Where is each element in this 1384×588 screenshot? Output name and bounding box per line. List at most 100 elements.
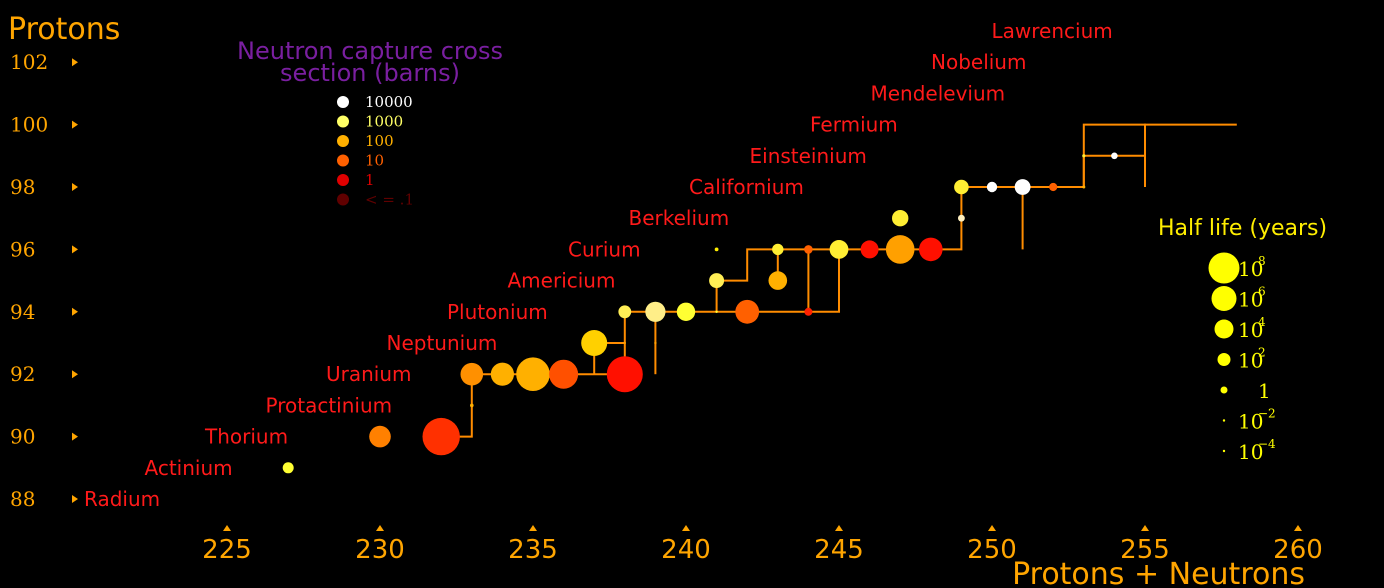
y-tick-mark — [72, 432, 78, 441]
capture-legend-marker — [337, 193, 349, 206]
x-tick-label: 260 — [1273, 535, 1323, 565]
x-tick-label: 225 — [202, 535, 252, 565]
element-label: Thorium — [204, 425, 288, 449]
half-life-legend-exponent: −2 — [1258, 407, 1276, 421]
capture-legend-marker — [337, 96, 349, 108]
element-label: Californium — [689, 175, 804, 199]
half-life-legend-label: 10 — [1238, 288, 1263, 312]
capture-legend-marker — [337, 135, 349, 147]
capture-cross-section-legend: Neutron capture cross section (barns) 10… — [237, 37, 503, 209]
y-tick-label: 100 — [10, 113, 48, 137]
nuclide-point — [422, 417, 460, 456]
y-tick-label: 94 — [10, 300, 35, 324]
nuclide-points — [282, 152, 1118, 474]
y-tick-label: 88 — [10, 487, 35, 511]
nuclide-point — [804, 307, 813, 316]
y-tick-label: 96 — [10, 237, 35, 261]
nuclide-point — [549, 359, 579, 389]
element-label: Mendelevium — [871, 81, 1006, 105]
nuclide-point — [516, 357, 550, 392]
nuclide-point — [860, 240, 879, 259]
x-tick-label: 250 — [967, 535, 1017, 565]
x-tick-mark — [1294, 525, 1302, 531]
x-tick-mark — [835, 525, 843, 531]
nuclide-point — [829, 240, 849, 259]
half-life-legend-exponent: 4 — [1258, 315, 1266, 329]
nuclide-point — [986, 181, 998, 193]
capture-legend-label: 10 — [365, 152, 384, 170]
capture-legend-label: 100 — [365, 132, 394, 150]
capture-legend-marker — [337, 174, 349, 186]
half-life-legend-marker — [1214, 319, 1234, 339]
nuclide-point — [768, 271, 788, 290]
element-label: Actinium — [145, 456, 233, 480]
half-life-legend-exponent: −4 — [1258, 437, 1276, 451]
y-tick-mark — [72, 370, 78, 379]
y-tick-label: 98 — [10, 175, 35, 199]
x-tick-label: 235 — [508, 535, 558, 565]
half-life-legend-exponent: 2 — [1258, 346, 1266, 360]
nuclide-point — [1082, 154, 1086, 158]
capture-legend-label: 1000 — [365, 113, 403, 131]
capture-legend-label: 1 — [365, 171, 375, 189]
y-tick-mark — [72, 58, 78, 67]
half-life-legend-label: 1 — [1258, 379, 1271, 403]
element-label: Plutonium — [447, 300, 548, 324]
capture-legend-label: 10000 — [365, 93, 413, 111]
capture-legend-marker — [337, 154, 349, 167]
nuclide-point — [1014, 179, 1031, 195]
element-label: Radium — [84, 487, 160, 511]
x-tick-label: 240 — [661, 535, 711, 565]
nuclide-point — [581, 330, 608, 356]
y-tick-mark — [72, 245, 78, 254]
element-label: Protactinium — [266, 393, 393, 417]
nuclide-point — [282, 462, 294, 474]
y-tick-mark — [72, 495, 78, 503]
nuclide-point — [714, 247, 719, 252]
element-labels: Radium Actinium Thorium Protactinium Uranium… — [84, 19, 1113, 511]
half-life-legend-title: Half life (years) — [1158, 216, 1327, 241]
nuclide-point — [645, 301, 666, 322]
y-tick-mark — [72, 120, 78, 129]
half-life-legend-marker — [1222, 449, 1226, 453]
capture-legend-title-line1: Neutron capture cross — [237, 37, 503, 65]
element-label: Uranium — [326, 362, 412, 386]
y-tick-mark — [72, 183, 78, 191]
x-tick-mark — [988, 525, 996, 531]
element-label: Curium — [568, 237, 641, 261]
nuclide-point — [885, 235, 915, 264]
element-label: Americium — [508, 269, 616, 293]
nuclide-point — [1049, 182, 1058, 192]
nuclide-point — [1082, 185, 1086, 189]
half-life-legend-marker — [1217, 353, 1231, 366]
half-life-legend-label: 10 — [1238, 318, 1263, 342]
nuclide-point — [919, 237, 943, 262]
nuclide-point — [606, 356, 643, 393]
x-axis-ticks: 225 230 235 240 245 250 255 260 — [202, 525, 1323, 565]
half-life-legend-marker — [1220, 386, 1228, 394]
element-label: Fermium — [810, 113, 898, 137]
y-tick-label: 90 — [10, 425, 35, 449]
nuclide-point — [715, 310, 718, 313]
x-tick-mark — [376, 525, 384, 531]
x-tick-mark — [223, 525, 231, 531]
half-life-legend-label: 10 — [1238, 440, 1263, 464]
x-axis-title: Protons + Neutrons — [1012, 557, 1305, 588]
x-tick-label: 245 — [814, 535, 864, 565]
nuclide-point — [676, 302, 696, 321]
nuclide-point — [892, 210, 909, 227]
nuclide-point — [470, 403, 474, 408]
y-axis-title: Protons — [8, 12, 120, 47]
nuclide-point — [623, 341, 626, 345]
half-life-legend-exponent: 8 — [1258, 254, 1266, 268]
element-label: Neptunium — [387, 331, 498, 355]
capture-legend-marker — [337, 115, 349, 128]
element-label: Nobelium — [931, 50, 1026, 74]
capture-legend-label: < = .1 — [365, 191, 414, 209]
element-label: Lawrencium — [992, 19, 1113, 43]
nuclide-point — [804, 245, 813, 254]
nuclide-point — [369, 425, 391, 448]
x-tick-mark — [1141, 525, 1149, 531]
